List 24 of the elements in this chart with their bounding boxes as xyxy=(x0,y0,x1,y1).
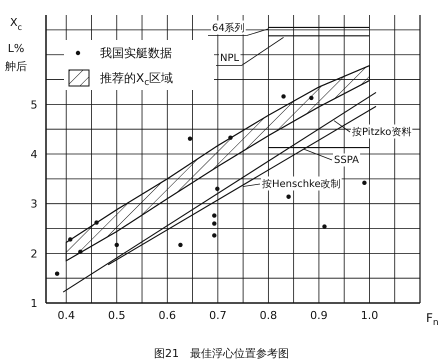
ylabel: L% xyxy=(8,42,24,54)
ylabel: 舯后 xyxy=(5,60,27,72)
xtick: 0.8 xyxy=(260,308,278,322)
ytick: 3 xyxy=(30,197,38,210)
xtick: 0.7 xyxy=(209,308,227,322)
xtick: 1.0 xyxy=(360,308,378,322)
series-label: 按Henschke改制 xyxy=(262,178,341,190)
xtick: 0.5 xyxy=(108,308,126,322)
ytick: 5 xyxy=(30,98,38,111)
series-label: NPL xyxy=(220,52,240,64)
annotation: 图21 最佳浮心位置参考图 xyxy=(154,346,289,360)
series-label: 64系列 xyxy=(212,22,245,34)
xtick: 0.6 xyxy=(158,308,176,322)
ytick: 4 xyxy=(30,148,38,161)
series-label: 按Pitzko资料 xyxy=(352,126,412,138)
xtick: 0.4 xyxy=(57,308,75,322)
ytick: 1 xyxy=(30,296,38,310)
ytick: 2 xyxy=(30,246,38,260)
legend-text: 我国实艇数据 xyxy=(100,46,172,60)
xtick: 0.9 xyxy=(310,308,328,322)
series-label: SSPA xyxy=(334,154,359,166)
legend-text: 推荐的X$_{c}$区域 xyxy=(100,71,174,88)
ylabel: X$_{c}$ xyxy=(10,16,22,32)
xlabel: F$_{n}$ xyxy=(426,311,439,328)
